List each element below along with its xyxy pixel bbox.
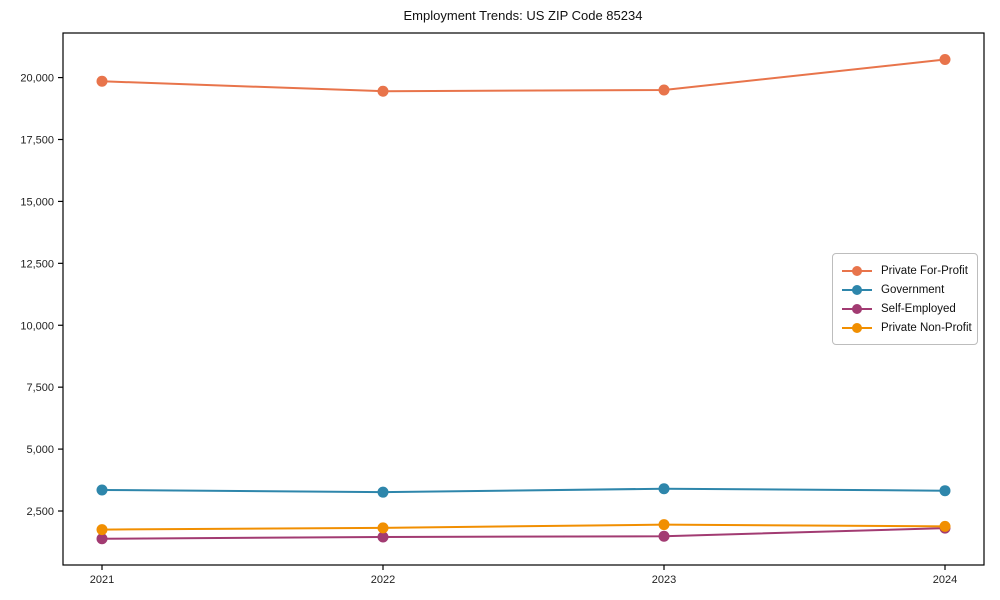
x-tick-label: 2024: [933, 574, 957, 586]
legend: Private For-Profit Government Self-Employe…: [832, 253, 978, 345]
y-tick-label: 10,000: [20, 320, 54, 332]
legend-label-government: Government: [881, 283, 945, 296]
y-tick-label: 17,500: [20, 134, 54, 146]
series-line-self-employed: [101, 527, 946, 540]
y-tick-label: 12,500: [20, 258, 54, 270]
series-line-private-for-profit: [101, 58, 946, 93]
series-line-government: [101, 487, 946, 494]
y-tick-label: 5,000: [26, 444, 54, 456]
legend-label-private-non-profit: Private Non-Profit: [881, 321, 972, 334]
data-point-government: [377, 486, 389, 498]
data-point-private-non-profit: [939, 520, 951, 532]
data-point-government: [96, 484, 108, 496]
data-point-private-non-profit: [377, 522, 389, 534]
plot-area-border: [62, 32, 985, 566]
data-point-private-for-profit: [939, 54, 951, 66]
legend-item-private-non-profit: Private Non-Profit: [842, 318, 972, 337]
y-tick-label: 20,000: [20, 73, 54, 85]
legend-label-self-employed: Self-Employed: [881, 302, 956, 315]
legend-marker-government: [842, 284, 872, 296]
data-point-government: [939, 485, 951, 497]
y-tick-label: 2,500: [26, 506, 54, 518]
x-tick-label: 2021: [90, 574, 114, 586]
legend-marker-self-employed: [842, 303, 872, 315]
data-point-private-for-profit: [658, 84, 670, 96]
data-point-self-employed: [96, 533, 108, 545]
y-tick-label: 7,500: [26, 382, 54, 394]
chart-title: Employment Trends: US ZIP Code 85234: [403, 8, 643, 23]
y-tick-label: 15,000: [20, 196, 54, 208]
data-point-private-non-profit: [96, 524, 108, 536]
data-point-self-employed: [658, 530, 670, 542]
legend-marker-private-for-profit: [842, 265, 872, 277]
data-point-private-for-profit: [96, 75, 108, 87]
legend-item-self-employed: Self-Employed: [842, 299, 967, 318]
x-tick-label: 2022: [371, 574, 395, 586]
legend-item-government: Government: [842, 280, 967, 299]
data-point-private-non-profit: [658, 519, 670, 531]
data-point-government: [658, 483, 670, 495]
data-point-self-employed: [377, 531, 389, 543]
x-tick-label: 2023: [652, 574, 676, 586]
legend-item-private-for-profit: Private For-Profit: [842, 261, 968, 280]
data-point-private-for-profit: [377, 85, 389, 97]
legend-marker-private-non-profit: [842, 322, 872, 334]
legend-label-private-for-profit: Private For-Profit: [881, 264, 968, 277]
series-line-private-non-profit: [101, 523, 946, 531]
